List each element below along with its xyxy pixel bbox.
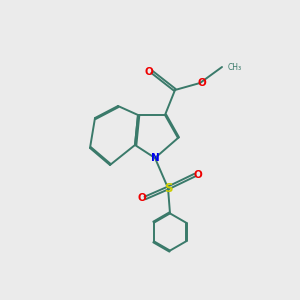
Text: O: O (138, 193, 146, 203)
Text: CH₃: CH₃ (228, 62, 242, 71)
Text: O: O (144, 67, 153, 77)
Text: S: S (164, 182, 172, 194)
Text: O: O (194, 170, 202, 180)
Text: O: O (197, 78, 206, 88)
Text: N: N (151, 153, 159, 163)
